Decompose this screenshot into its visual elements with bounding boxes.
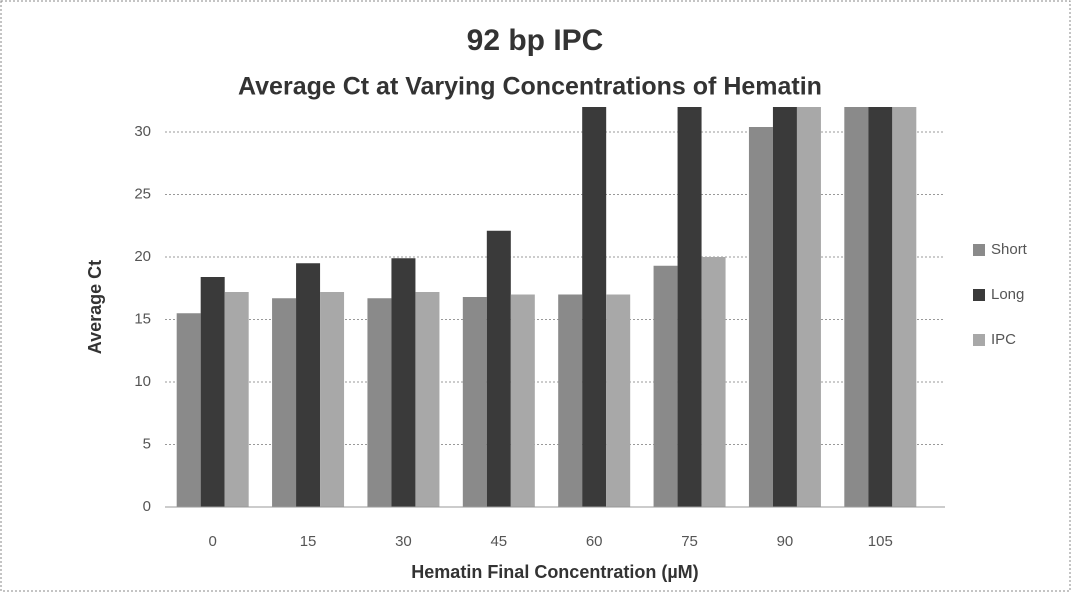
legend-label: Long (991, 286, 1024, 303)
y-axis-label: Average Ct (85, 260, 105, 354)
x-tick-label: 15 (300, 533, 317, 550)
legend-label: Short (991, 241, 1028, 258)
y-tick-label: 15 (134, 310, 151, 327)
bar (701, 257, 726, 507)
bar (892, 107, 917, 507)
x-axis-label: Hematin Final Concentration (µM) (411, 562, 698, 582)
bar (296, 263, 321, 507)
bar (748, 127, 773, 507)
bar (224, 292, 249, 507)
bar (272, 298, 297, 507)
x-tick-label: 75 (681, 533, 698, 550)
legend-swatch (973, 289, 985, 301)
bar (510, 294, 535, 507)
bar (415, 292, 440, 507)
y-tick-label: 5 (143, 435, 151, 452)
bar (391, 258, 416, 507)
bar (320, 292, 345, 507)
legend-swatch (973, 244, 985, 256)
x-tick-label: 60 (586, 533, 603, 550)
bar (462, 297, 487, 507)
x-tick-label: 0 (209, 533, 217, 550)
y-tick-label: 10 (134, 373, 151, 390)
bar (367, 298, 392, 507)
y-tick-label: 25 (134, 185, 151, 202)
bar (677, 107, 702, 507)
bar (558, 294, 583, 507)
bar (176, 313, 201, 507)
legend-label: IPC (991, 331, 1016, 348)
x-tick-label: 30 (395, 533, 412, 550)
bar (200, 277, 225, 507)
bar (772, 107, 797, 507)
x-tick-label: 105 (868, 533, 893, 550)
bar (653, 265, 678, 507)
x-tick-label: 45 (490, 533, 507, 550)
y-tick-label: 30 (134, 123, 151, 140)
chart-title: 92 bp IPC (467, 24, 604, 57)
bar (844, 107, 869, 507)
y-tick-label: 0 (143, 498, 151, 515)
y-tick-label: 20 (134, 248, 151, 265)
legend-swatch (973, 334, 985, 346)
bar (486, 230, 511, 507)
bar (606, 294, 631, 507)
bar (796, 107, 821, 507)
chart-subtitle: Average Ct at Varying Concentrations of … (238, 73, 822, 101)
x-tick-label: 90 (777, 533, 794, 550)
bar (582, 107, 607, 507)
bar (868, 107, 893, 507)
